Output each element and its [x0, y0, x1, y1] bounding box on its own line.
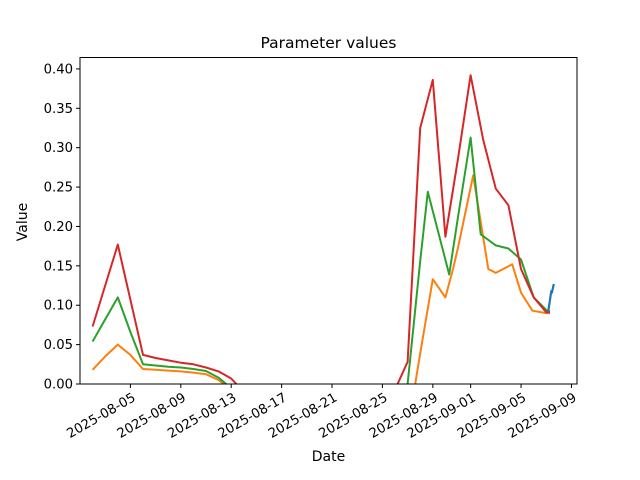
y-tick-label: 0.10 [44, 299, 73, 314]
y-tick-label: 0.15 [44, 259, 73, 274]
y-tick-label: 0.05 [44, 338, 73, 353]
chart-title: Parameter values [261, 34, 397, 52]
axes-spines [79, 57, 578, 385]
y-tick-label: 0.35 [44, 102, 73, 117]
x-axis-label: Date [312, 449, 345, 465]
series-orange-line [91, 343, 225, 385]
y-tick-label: 0.25 [44, 181, 73, 196]
y-tick-label: 0.00 [44, 378, 73, 393]
y-tick-label: 0.30 [44, 141, 73, 156]
y-axis-label: Value [15, 203, 31, 241]
series-blue-line [547, 283, 555, 313]
y-tick-label: 0.20 [44, 220, 73, 235]
series-red-line [91, 243, 238, 385]
series-green-line [91, 296, 227, 385]
series-orange-line [414, 174, 550, 385]
y-tick-label: 0.40 [44, 62, 73, 77]
series-red-line [396, 74, 550, 385]
